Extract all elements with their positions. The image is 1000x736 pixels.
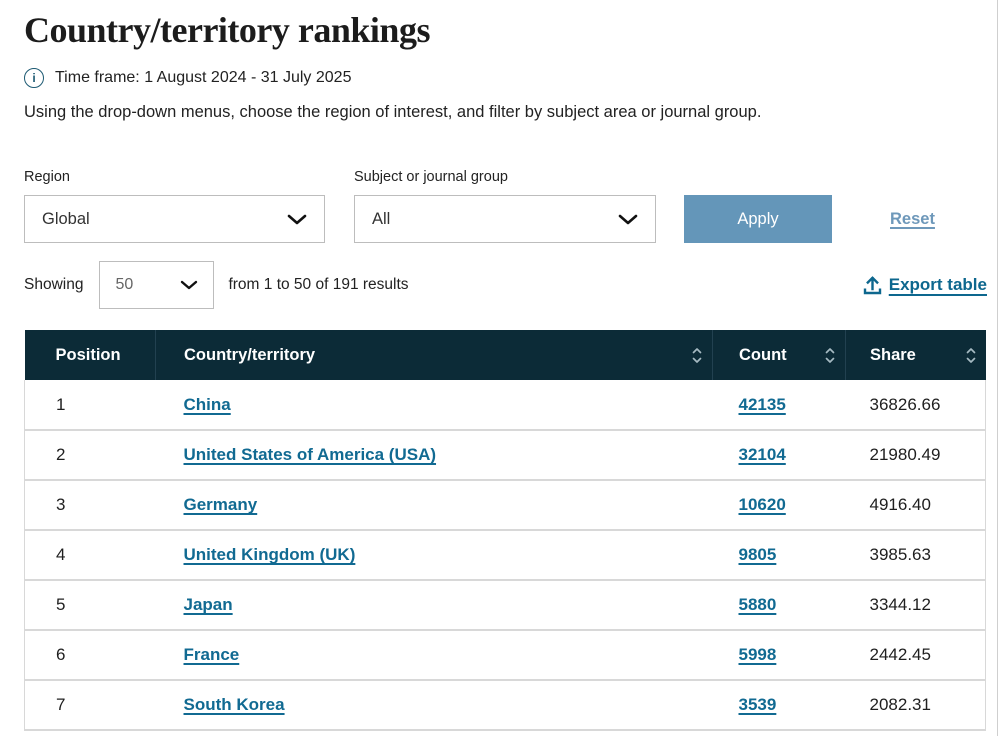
subject-filter-group: Subject or journal group All [354,169,656,244]
table-row: 7 South Korea 3539 2082.31 [24,680,986,732]
results-bar: Showing 50 from 1 to 50 of 191 results E… [24,261,1000,310]
viewport-scrollbar-track[interactable] [997,0,998,736]
chevron-down-icon [287,214,307,225]
position-cell: 2 [24,430,156,482]
chevron-down-icon [181,281,198,290]
chevron-down-icon [618,214,638,225]
page-title: Country/territory rankings [24,10,430,50]
page-size-select[interactable]: 50 [99,261,215,310]
position-cell: 6 [24,630,156,682]
share-cell: 2082.31 [845,680,986,732]
count-link[interactable]: 3539 [738,695,777,715]
position-cell: 3 [24,480,156,532]
share-cell: 3344.12 [845,580,986,632]
page-size-value: 50 [115,276,134,294]
table-row: 5 Japan 5880 3344.12 [24,580,986,632]
share-cell: 4916.40 [845,480,986,532]
instructions-text: Using the drop-down menus, choose the re… [24,103,762,122]
region-select[interactable]: Global [24,195,325,244]
table-header-row: Position Country/territory Count Share [24,330,986,381]
table-row: 1 China 42135 36826.66 [24,380,986,432]
count-link[interactable]: 5998 [738,645,777,665]
column-header-country-label: Country/territory [184,345,316,364]
position-cell: 7 [24,680,156,732]
count-link[interactable]: 5880 [738,595,777,615]
table-row: 3 Germany 10620 4916.40 [24,480,986,532]
table-row: 4 United Kingdom (UK) 9805 3985.63 [24,530,986,582]
country-link[interactable]: Japan [183,595,233,615]
position-cell: 5 [24,580,156,632]
count-link[interactable]: 32104 [738,445,786,465]
country-link[interactable]: United States of America (USA) [183,445,437,465]
column-header-country[interactable]: Country/territory [155,330,713,381]
column-header-position: Position [24,330,156,381]
position-cell: 4 [24,530,156,582]
country-link[interactable]: United Kingdom (UK) [183,545,356,565]
position-cell: 1 [24,380,156,432]
table-row: 2 United States of America (USA) 32104 2… [24,430,986,482]
region-filter-group: Region Global [24,169,325,244]
time-frame-text: Time frame: 1 August 2024 - 31 July 2025 [55,69,352,87]
upload-icon [863,276,881,295]
column-header-count-label: Count [739,345,787,364]
reset-link[interactable]: Reset [890,210,935,229]
count-link[interactable]: 9805 [738,545,777,565]
column-header-count[interactable]: Count [712,330,846,381]
subject-label: Subject or journal group [354,169,508,186]
apply-button[interactable]: Apply [684,195,832,244]
subject-select-value: All [372,209,391,228]
column-header-share-label: Share [870,345,916,364]
sort-arrows-icon[interactable] [825,347,835,364]
showing-label: Showing [24,276,84,294]
time-frame-row: i Time frame: 1 August 2024 - 31 July 20… [24,68,1000,89]
country-rankings-table: Position Country/territory Count Share 1… [24,330,986,732]
info-icon[interactable]: i [24,68,44,89]
results-range-text: from 1 to 50 of 191 results [228,276,409,294]
column-header-share[interactable]: Share [845,330,986,381]
filters-row: Region Global Subject or journal group A… [24,169,1000,244]
table-body: 1 China 42135 36826.66 2 United States o… [24,380,986,732]
share-cell: 3985.63 [845,530,986,582]
count-link[interactable]: 42135 [738,394,786,414]
sort-arrows-icon[interactable] [966,347,976,364]
subject-select[interactable]: All [354,195,656,244]
share-cell: 36826.66 [845,380,986,432]
region-select-value: Global [42,209,90,228]
share-cell: 21980.49 [845,430,986,482]
table-row: 6 France 5998 2442.45 [24,630,986,682]
export-table-label: Export table [888,275,987,295]
region-label: Region [24,169,70,186]
country-link[interactable]: South Korea [183,695,285,715]
country-link[interactable]: France [183,645,240,665]
export-table-link[interactable]: Export table [863,275,987,295]
share-cell: 2442.45 [845,630,986,682]
count-link[interactable]: 10620 [738,495,786,515]
country-link[interactable]: Germany [183,495,258,515]
sort-arrows-icon[interactable] [692,347,702,364]
country-link[interactable]: China [183,394,231,414]
